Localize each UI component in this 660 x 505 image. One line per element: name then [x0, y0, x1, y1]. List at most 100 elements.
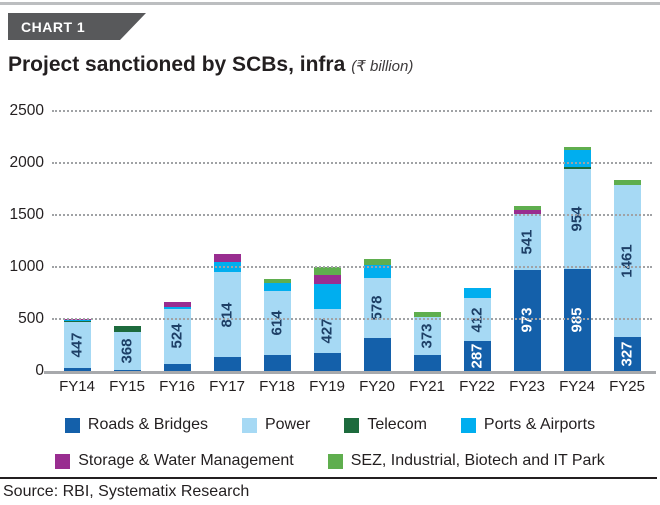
segment-fy24-ports-airports	[563, 149, 591, 167]
plot-area: 447 368 524 814 614 427 578 373 412 287 541 973 954 9…	[44, 110, 656, 374]
value-label-fy25: 327	[618, 341, 636, 367]
segment-fy20-power: 578	[363, 277, 391, 338]
value-label-fy24: 954	[568, 206, 586, 232]
x-axis-labels: FY14 FY15 FY16 FY17 FY18 FY19 FY20 FY21 FY22 FY23…	[52, 378, 652, 395]
segment-fy16-ports-airports	[163, 306, 191, 310]
bar-fy19: 427	[313, 266, 341, 371]
value-label-fy16: 524	[168, 323, 186, 349]
x-label-fy19: FY19	[309, 378, 345, 395]
value-label-fy25: 1461	[618, 244, 636, 278]
chart-title: Project sanctioned by SCBs, infra	[8, 53, 346, 76]
segment-fy23-power: 541	[513, 213, 541, 270]
segment-fy21-roads-bridges	[413, 355, 441, 371]
segment-fy19-roads-bridges	[313, 353, 341, 371]
segment-fy25-roads-bridges: 327	[613, 337, 641, 371]
source-text: Source: RBI, Systematix Research	[3, 483, 250, 500]
value-label-fy22: 287	[468, 343, 486, 369]
bar-fy18: 614	[263, 279, 291, 371]
segment-fy19-storage-water-management	[313, 275, 341, 284]
x-label-fy15: FY15	[109, 378, 145, 395]
gridline-500	[52, 318, 652, 320]
legend-label-storage-water-management: Storage & Water Management	[78, 452, 294, 469]
bar-fy16: 524	[163, 301, 191, 371]
x-label-fy20: FY20	[359, 378, 395, 395]
segment-fy24-telecom	[563, 166, 591, 170]
legend-label-ports-airports: Ports & Airports	[483, 416, 596, 433]
legend-item-ports-airports: Ports & Airports	[460, 416, 596, 434]
legend-label-telecom: Telecom	[367, 416, 427, 433]
bar-fy20: 578	[363, 258, 391, 371]
segment-fy23-roads-bridges: 973	[513, 269, 541, 371]
bar-fy15: 368	[113, 325, 141, 371]
chart-unit-label: (₹ billion)	[351, 58, 414, 75]
segment-fy21-power: 373	[413, 316, 441, 356]
segment-fy18-ports-airports	[263, 283, 291, 292]
legend-item-power: Power	[241, 416, 311, 434]
segment-fy15-telecom	[113, 325, 141, 332]
value-label-fy23: 541	[518, 229, 536, 255]
x-label-fy14: FY14	[59, 378, 95, 395]
bars-container: 447 368 524 814 614 427 578 373 412 287 541 973 954 9…	[52, 111, 652, 371]
segment-fy14-power: 447	[63, 321, 91, 369]
x-label-fy25: FY25	[609, 378, 645, 395]
y-tick-1500: 1500	[9, 206, 44, 223]
segment-fy18-power: 614	[263, 291, 291, 355]
legend-label-sez-industrial-biotech-and-it-park: SEZ, Industrial, Biotech and IT Park	[350, 452, 605, 469]
segment-fy15-roads-bridges	[113, 369, 141, 371]
bar-fy22: 412 287	[463, 288, 491, 371]
value-label-fy20: 578	[368, 295, 386, 321]
segment-fy16-storage-water-management	[163, 301, 191, 307]
legend: Roads & Bridges Power Telecom Ports & Airpo…	[0, 416, 660, 470]
x-label-fy18: FY18	[259, 378, 295, 395]
segment-fy17-storage-water-management	[213, 253, 241, 262]
x-label-fy24: FY24	[559, 378, 595, 395]
y-tick-1000: 1000	[9, 258, 44, 275]
segment-fy14-roads-bridges	[63, 368, 91, 371]
x-label-fy23: FY23	[509, 378, 545, 395]
segment-fy14-telecom	[63, 321, 91, 322]
legend-swatch-ports-airports	[460, 417, 476, 433]
segment-fy25-sez-industrial-biotech-and-it-park	[613, 179, 641, 186]
top-divider	[0, 2, 660, 5]
chart-number-label: CHART 1	[21, 18, 86, 35]
legend-swatch-telecom	[344, 417, 360, 433]
bar-fy14: 447	[63, 318, 91, 371]
segment-fy18-roads-bridges	[263, 354, 291, 371]
segment-fy22-roads-bridges: 287	[463, 341, 491, 371]
segment-fy20-sez-industrial-biotech-and-it-park	[363, 258, 391, 265]
gridline-2500	[52, 110, 652, 112]
legend-item-storage-water-management: Storage & Water Management	[55, 452, 294, 470]
x-label-fy22: FY22	[459, 378, 495, 395]
legend-swatch-sez-industrial-biotech-and-it-park	[327, 453, 343, 469]
y-axis: 0 500 1000 1500 2000 2500	[0, 0, 44, 400]
value-label-fy23: 973	[518, 307, 536, 333]
segment-fy24-power: 954	[563, 169, 591, 269]
x-label-fy21: FY21	[409, 378, 445, 395]
value-label-fy18: 614	[268, 310, 286, 336]
legend-item-telecom: Telecom	[344, 416, 427, 434]
y-tick-2500: 2500	[9, 102, 44, 119]
legend-swatch-roads-bridges	[64, 417, 80, 433]
y-tick-2000: 2000	[9, 154, 44, 171]
segment-fy18-sez-industrial-biotech-and-it-park	[263, 279, 291, 284]
segment-fy16-roads-bridges	[163, 363, 191, 371]
segment-fy24-sez-industrial-biotech-and-it-park	[563, 146, 591, 150]
value-label-fy14: 447	[68, 332, 86, 358]
source-divider	[0, 477, 657, 479]
segment-fy23-sez-industrial-biotech-and-it-park	[513, 206, 541, 210]
x-label-fy16: FY16	[159, 378, 195, 395]
bar-fy23: 541 973	[513, 206, 541, 371]
segment-fy25-power: 1461	[613, 185, 641, 337]
bar-fy25: 1461 327	[613, 179, 641, 371]
segment-fy17-power: 814	[213, 272, 241, 357]
legend-item-roads-bridges: Roads & Bridges	[64, 416, 208, 434]
segment-fy17-roads-bridges	[213, 356, 241, 371]
segment-fy23-storage-water-management	[513, 209, 541, 214]
legend-label-power: Power	[264, 416, 311, 433]
bar-fy21: 373	[413, 311, 441, 371]
bar-fy17: 814	[213, 253, 241, 371]
gridline-1000	[52, 266, 652, 268]
value-label-fy21: 373	[418, 323, 436, 349]
legend-swatch-power	[241, 417, 257, 433]
